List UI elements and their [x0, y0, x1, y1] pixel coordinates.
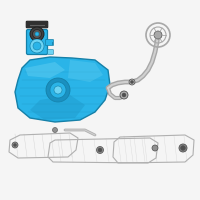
Polygon shape [68, 60, 103, 82]
Polygon shape [15, 57, 110, 122]
Circle shape [130, 80, 134, 84]
Circle shape [154, 31, 162, 39]
FancyBboxPatch shape [46, 40, 54, 46]
Circle shape [54, 86, 62, 94]
FancyBboxPatch shape [26, 29, 48, 54]
Circle shape [33, 42, 41, 50]
FancyBboxPatch shape [26, 21, 48, 28]
Circle shape [12, 142, 18, 148]
Circle shape [179, 144, 187, 152]
Circle shape [122, 93, 126, 97]
Polygon shape [25, 62, 65, 78]
Circle shape [52, 128, 58, 132]
Circle shape [50, 82, 66, 98]
Circle shape [35, 32, 39, 36]
Circle shape [98, 148, 102, 152]
Circle shape [129, 79, 135, 85]
Circle shape [46, 78, 70, 102]
Circle shape [96, 146, 104, 154]
Polygon shape [30, 95, 85, 120]
Circle shape [30, 27, 44, 41]
Circle shape [152, 145, 158, 151]
FancyBboxPatch shape [48, 50, 53, 54]
Circle shape [120, 91, 128, 99]
Circle shape [30, 39, 44, 53]
Circle shape [32, 29, 42, 38]
Circle shape [180, 146, 186, 150]
Circle shape [14, 144, 16, 146]
